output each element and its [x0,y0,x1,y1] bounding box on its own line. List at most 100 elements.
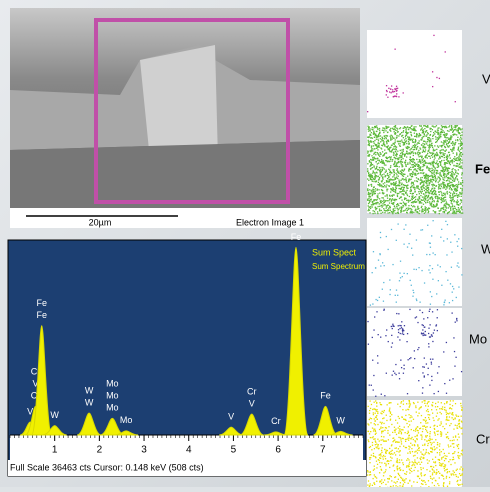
map-dot [382,427,383,428]
map-dot [418,267,419,268]
map-dot [378,145,379,146]
map-dot [432,482,433,483]
map-dot [424,177,425,178]
map-dot [437,426,438,427]
map-dot [376,467,377,468]
map-dot [404,144,405,145]
map-dot [431,362,432,363]
map-dot [422,329,423,330]
map-dot [436,293,437,294]
map-dot [428,156,429,157]
map-dot [452,134,453,135]
map-dot [429,148,430,149]
map-dot [449,180,450,181]
map-dot [432,138,433,139]
map-dot [437,131,438,132]
map-dot [432,179,433,180]
map-dot [390,165,391,166]
map-dot [396,88,397,89]
map-dot [401,210,402,211]
map-dot [402,175,403,176]
map-dot [450,160,451,161]
map-dot [404,473,405,474]
map-dot [396,301,397,302]
map-frame [367,30,462,118]
map-dot [397,336,398,337]
map-dot [455,177,456,178]
map-dot [408,170,409,171]
map-dot [418,173,419,174]
map-dot [369,462,370,463]
map-dot [409,169,410,170]
map-dot [461,134,462,135]
map-dot [392,136,393,137]
map-dot [381,452,382,453]
map-dot [374,418,375,419]
map-dot [375,417,376,418]
map-dot [452,180,453,181]
map-dot [452,195,453,196]
map-dot [375,299,376,300]
map-dot [400,212,401,213]
map-dot [430,427,431,428]
map-dot [407,433,408,434]
map-dot [396,204,397,205]
map-dot [426,134,427,135]
map-dot [414,436,415,437]
map-dot [381,423,382,424]
map-dot [420,163,421,164]
map-dot [435,254,436,255]
map-dot [374,474,375,475]
map-dot [436,178,437,179]
map-dot [461,132,462,133]
map-dot [453,201,454,202]
map-dot [422,147,423,148]
map-dot [427,422,428,423]
map-dot [397,458,398,459]
map-dot [406,200,407,201]
map-dot [443,160,444,161]
map-dot [455,170,456,171]
map-dot [383,143,384,144]
map-dot [399,280,400,281]
map-dot [416,187,417,188]
map-dot [385,152,386,153]
map-dot [421,434,422,435]
map-dot [376,139,377,140]
map-dot [446,186,447,187]
map-dot [372,409,373,410]
map-dot [373,408,374,409]
spectrum: Sum Spect Sum Spectrum Full Scale 36463 … [8,232,366,476]
map-dot [446,162,447,163]
map-dot [422,132,423,133]
map-dot [378,459,379,460]
map-dot [380,173,381,174]
map-dot [428,343,429,344]
map-dot [383,200,384,201]
map-dot [403,176,404,177]
map-dot [384,164,385,165]
map-dot [415,451,416,452]
map-dot [423,193,424,194]
map-dot [414,149,415,150]
map-dot [419,193,420,194]
map-dot [454,234,455,235]
map-dot [448,172,449,173]
map-dot [367,471,368,472]
map-dot [398,193,399,194]
map-dot [428,452,429,453]
map-dot [428,211,429,212]
map-dot [454,169,455,170]
map-dot [371,159,372,160]
map-dot [395,295,396,296]
map-dot [450,473,451,474]
map-dot [408,446,409,447]
map-dot [399,325,400,326]
map-dot [424,151,425,152]
map-dot [382,137,383,138]
map-dot [427,210,428,211]
map-dot [422,426,423,427]
map-dot [452,473,453,474]
map-dot [451,182,452,183]
map-dot [400,150,401,151]
